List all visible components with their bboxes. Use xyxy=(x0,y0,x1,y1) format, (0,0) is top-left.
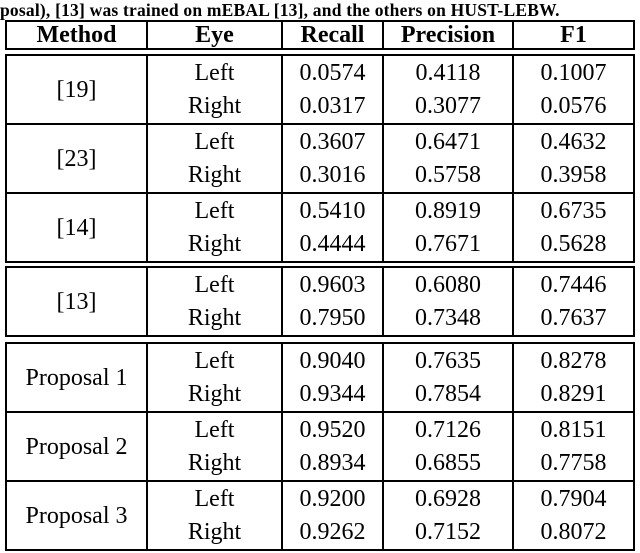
precision-cell: 0.4118 xyxy=(384,56,514,90)
eye-cell: Left xyxy=(148,56,283,90)
f1-cell: 0.0576 xyxy=(540,93,607,120)
f1-cell: 0.8072 xyxy=(540,519,607,546)
method-cell: Proposal 3 xyxy=(7,482,148,549)
f1-cell: 0.4632 xyxy=(540,128,607,155)
precision-cell: 0.6855 xyxy=(384,446,514,480)
precision-cell: 0.3077 xyxy=(384,89,514,123)
method-group-14: [14] Left 0.5410 0.8919 0.6735 Right 0.4… xyxy=(7,192,633,261)
recall-cell: 0.8934 xyxy=(283,446,384,480)
recall-cell: 0.0574 xyxy=(283,56,384,90)
precision-cell: 0.8919 xyxy=(384,194,514,228)
col-header-eye: Eye xyxy=(148,22,283,48)
eye-cell: Right xyxy=(148,446,283,480)
recall-cell: 0.5410 xyxy=(283,194,384,228)
method-cell: [19] xyxy=(7,56,148,123)
precision-cell: 0.7671 xyxy=(384,227,514,261)
f1-cell: 0.3958 xyxy=(540,162,607,189)
f1-cell: 0.8151 xyxy=(540,416,607,443)
eye-cell: Left xyxy=(148,482,283,516)
precision-cell: 0.6928 xyxy=(384,482,514,516)
table-caption: posal), [13] was trained on mEBAL [13], … xyxy=(0,0,560,20)
recall-cell: 0.0317 xyxy=(283,89,384,123)
precision-cell: 0.5758 xyxy=(384,158,514,192)
eye-cell: Left xyxy=(148,344,283,378)
eye-cell: Left xyxy=(148,194,283,228)
method-group-23: [23] Left 0.3607 0.6471 0.4632 Right 0.3… xyxy=(7,123,633,192)
eye-cell: Right xyxy=(148,158,283,192)
method-cell: [14] xyxy=(7,194,148,261)
f1-cell: 0.7758 xyxy=(540,450,607,477)
recall-cell: 0.9520 xyxy=(283,413,384,447)
f1-cell: 0.7446 xyxy=(540,271,607,298)
method-group-proposal-2: Proposal 2 Left 0.9520 0.7126 0.8151 Rig… xyxy=(7,411,633,480)
precision-cell: 0.7635 xyxy=(384,344,514,378)
col-header-recall: Recall xyxy=(283,22,384,48)
eye-cell: Left xyxy=(148,125,283,159)
f1-cell: 0.5628 xyxy=(540,231,607,258)
f1-cell: 0.1007 xyxy=(540,59,607,86)
precision-cell: 0.7854 xyxy=(384,377,514,411)
precision-cell: 0.7152 xyxy=(384,515,514,549)
method-cell: [23] xyxy=(7,125,148,192)
method-group-proposal-3: Proposal 3 Left 0.9200 0.6928 0.7904 Rig… xyxy=(7,480,633,549)
f1-cell: 0.7904 xyxy=(540,485,607,512)
eye-cell: Left xyxy=(148,268,283,302)
precision-cell: 0.6471 xyxy=(384,125,514,159)
eye-cell: Right xyxy=(148,515,283,549)
recall-cell: 0.3607 xyxy=(283,125,384,159)
block-mebal-trained: [13] Left 0.9603 0.6080 0.7446 Right 0.7… xyxy=(5,266,635,337)
eye-cell: Right xyxy=(148,301,283,335)
recall-cell: 0.9344 xyxy=(283,377,384,411)
block-baselines: [19] Left 0.0574 0.4118 0.1007 Right 0.0… xyxy=(5,54,635,263)
method-group-proposal-1: Proposal 1 Left 0.9040 0.7635 0.8278 Rig… xyxy=(7,344,633,411)
recall-cell: 0.9040 xyxy=(283,344,384,378)
method-cell: Proposal 1 xyxy=(7,344,148,411)
col-header-method: Method xyxy=(7,22,148,48)
table-header-row: Method Eye Recall Precision F1 xyxy=(5,20,635,50)
eye-cell: Right xyxy=(148,227,283,261)
recall-cell: 0.9603 xyxy=(283,268,384,302)
method-group-19: [19] Left 0.0574 0.4118 0.1007 Right 0.0… xyxy=(7,56,633,123)
recall-cell: 0.7950 xyxy=(283,301,384,335)
method-cell: Proposal 2 xyxy=(7,413,148,480)
method-cell: [13] xyxy=(7,268,148,335)
recall-cell: 0.9200 xyxy=(283,482,384,516)
precision-cell: 0.7126 xyxy=(384,413,514,447)
recall-cell: 0.9262 xyxy=(283,515,384,549)
col-header-precision: Precision xyxy=(384,22,514,48)
f1-cell: 0.6735 xyxy=(540,197,607,224)
precision-cell: 0.6080 xyxy=(384,268,514,302)
eye-cell: Right xyxy=(148,89,283,123)
recall-cell: 0.4444 xyxy=(283,227,384,261)
precision-cell: 0.7348 xyxy=(384,301,514,335)
block-proposals: Proposal 1 Left 0.9040 0.7635 0.8278 Rig… xyxy=(5,342,635,551)
recall-cell: 0.3016 xyxy=(283,158,384,192)
f1-cell: 0.7637 xyxy=(540,305,607,332)
eye-cell: Left xyxy=(148,413,283,447)
f1-cell: 0.8291 xyxy=(540,381,607,408)
results-table: Method Eye Recall Precision F1 [19] Left… xyxy=(5,20,635,551)
method-group-13: [13] Left 0.9603 0.6080 0.7446 Right 0.7… xyxy=(7,268,633,335)
eye-cell: Right xyxy=(148,377,283,411)
f1-cell: 0.8278 xyxy=(540,347,607,374)
col-header-f1: F1 xyxy=(560,22,587,48)
